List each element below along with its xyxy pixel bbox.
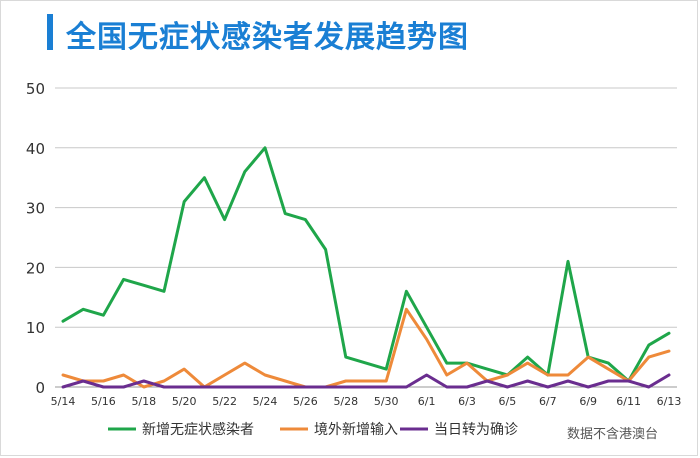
title-accent-bar <box>47 14 53 50</box>
x-tick-label: 6/3 <box>458 395 476 408</box>
y-tick-label: 40 <box>26 140 45 158</box>
x-tick-label: 6/5 <box>499 395 517 408</box>
legend-label: 新增无症状感染者 <box>142 421 254 438</box>
x-tick-label: 6/11 <box>616 395 641 408</box>
series-group <box>61 146 671 389</box>
x-tick-label: 5/24 <box>253 395 278 408</box>
x-tick-label: 5/28 <box>333 395 358 408</box>
y-tick-label: 10 <box>26 319 45 337</box>
source-note: 数据不含港澳台 <box>567 427 659 442</box>
x-axis: 5/14 5/16 5/18 5/20 5/22 5/24 5/26 5/28 5/30 6/1 6… <box>51 395 682 408</box>
chart-title: 全国无症状感染者发展趋势图 <box>66 20 469 55</box>
x-tick-label: 5/18 <box>131 395 156 408</box>
y-tick-label: 50 <box>26 80 45 98</box>
y-axis: 0 10 20 30 40 50 <box>26 80 45 397</box>
x-tick-label: 5/16 <box>91 395 116 408</box>
x-tick-label: 5/22 <box>212 395 237 408</box>
x-tick-label: 6/9 <box>579 395 597 408</box>
x-tick-label: 5/14 <box>51 395 76 408</box>
legend-label: 境外新增输入 <box>314 422 398 438</box>
series-line-2 <box>61 307 671 389</box>
x-tick-label: 6/1 <box>418 395 436 408</box>
x-tick-label: 6/7 <box>539 395 557 408</box>
series-line-3 <box>61 373 671 389</box>
x-tick-label: 6/13 <box>657 395 682 408</box>
legend-label: 当日转为确诊 <box>434 422 518 438</box>
y-tick-label: 30 <box>26 200 45 218</box>
legend: 新增无症状感染者 境外新增输入 当日转为确诊 <box>108 421 518 438</box>
y-tick-label: 20 <box>26 259 45 277</box>
x-tick-label: 5/30 <box>374 395 399 408</box>
series-line-1 <box>61 146 671 383</box>
x-tick-label: 5/20 <box>172 395 197 408</box>
x-tick-label: 5/26 <box>293 395 318 408</box>
y-tick-label: 0 <box>35 379 45 397</box>
